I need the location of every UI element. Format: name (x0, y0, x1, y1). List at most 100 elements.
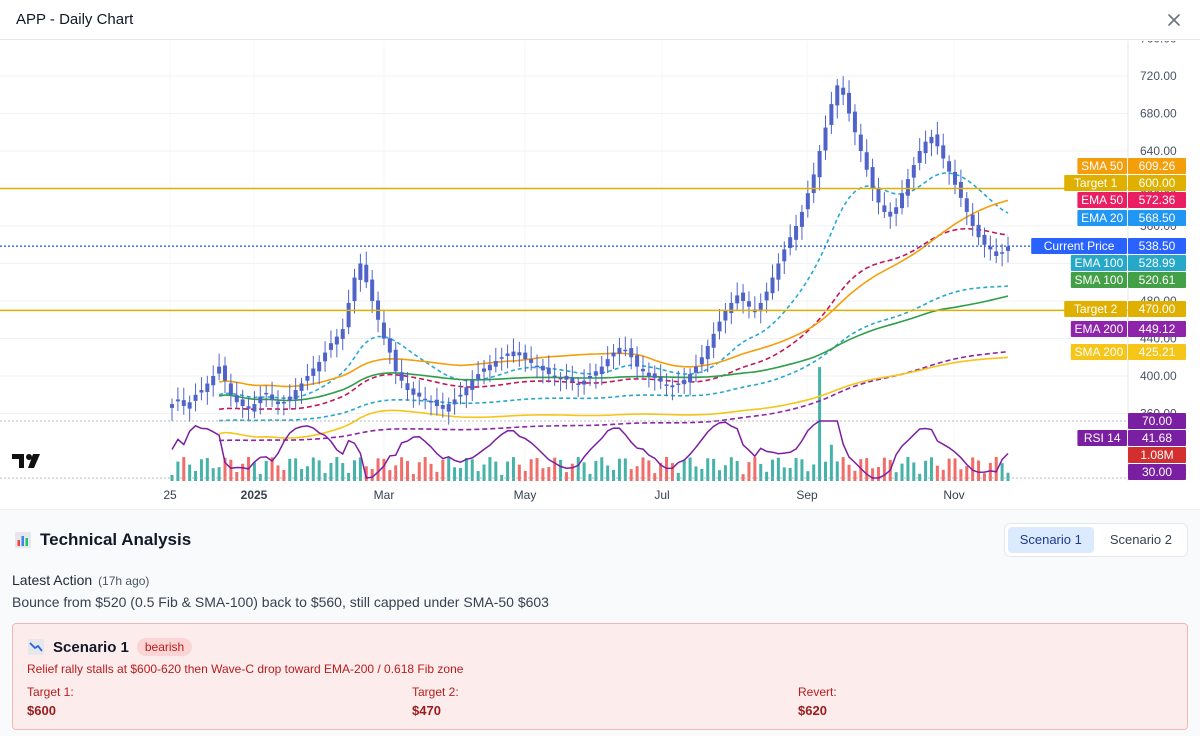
volume-label[interactable]: 1.08M (1128, 447, 1186, 463)
candle-body (529, 359, 534, 363)
label-ema-20-name-bg (1077, 210, 1127, 226)
volume-bar (900, 463, 904, 481)
candle-body (464, 387, 469, 396)
candle-body (570, 378, 575, 382)
label-ema-50[interactable]: EMA 50 572.36 (1077, 192, 1186, 208)
candle-body (346, 302, 351, 328)
label-target-1-name: Target 1 (1074, 176, 1118, 190)
candle-body (617, 347, 622, 354)
candle-body (358, 263, 363, 280)
chart-canvas[interactable]: 760.00720.00680.00640.00600.00560.00520.… (0, 41, 1200, 509)
candle-body (693, 366, 698, 373)
close-button[interactable] (1164, 10, 1184, 30)
volume-bar (729, 457, 733, 481)
volume-bar (264, 460, 268, 481)
volume-bar (659, 462, 663, 481)
rsi-upper-label[interactable]: 70.00 (1128, 413, 1186, 429)
volume-bar (941, 469, 945, 481)
volume-bar (847, 464, 851, 481)
volume-bar (388, 470, 392, 481)
tab-scenario-1[interactable]: Scenario 1 (1007, 527, 1094, 553)
scenario-title: Scenario 1 (53, 638, 129, 656)
volume-bar (706, 458, 710, 481)
candle-body (582, 380, 587, 385)
candle-body (470, 380, 475, 390)
label-sma-50-name-bg (1077, 158, 1127, 174)
candle-body (482, 368, 487, 372)
candle-body (311, 368, 316, 376)
candle-body (564, 375, 569, 380)
candle-body (352, 277, 357, 302)
candle-body (635, 355, 640, 367)
candle-body (328, 343, 333, 350)
candle-body (458, 394, 463, 397)
volume-bar (417, 462, 421, 481)
label-sma-100[interactable]: SMA 100 520.61 (1070, 272, 1186, 288)
volume-bar (553, 457, 557, 481)
label-sma-50-value: 609.26 (1139, 159, 1176, 173)
candle-body (588, 376, 592, 378)
volume-bar (818, 367, 822, 481)
volume-bar (447, 457, 451, 481)
volume-bar (517, 464, 521, 481)
volume-bar (894, 472, 898, 481)
window-title: APP - Daily Chart (16, 11, 134, 28)
volume-bar (300, 469, 304, 481)
window-titlebar: APP - Daily Chart (0, 0, 1200, 40)
tab-scenario-2[interactable]: Scenario 2 (1109, 532, 1172, 547)
volume-bar (865, 458, 869, 481)
candle-body (699, 357, 704, 365)
candle-body (246, 406, 251, 409)
label-ema-200[interactable]: EMA 200 449.12 (1070, 321, 1186, 337)
volume-bar (747, 462, 751, 481)
volume-bar (323, 473, 327, 481)
volume-bar (924, 460, 928, 481)
volume-bar (918, 473, 922, 481)
volume-bar (694, 466, 698, 481)
price-chart[interactable]: 760.00720.00680.00640.00600.00560.00520.… (0, 41, 1200, 509)
volume-bar (829, 444, 833, 481)
candle-body (688, 374, 693, 383)
label-target-2[interactable]: Target 2 470.00 (1064, 301, 1186, 317)
candle-body (434, 399, 439, 406)
rsi-value-label[interactable]: RSI 14 41.68 (1077, 430, 1186, 446)
volume-bar (812, 464, 816, 481)
volume-bar (977, 460, 981, 481)
candle-body (505, 353, 510, 356)
volume-bar (276, 465, 280, 481)
candle-body (947, 161, 952, 172)
volume-bar (988, 462, 992, 481)
time-tick-label: 2025 (241, 488, 268, 502)
volume-bar (841, 457, 845, 481)
volume-bar (441, 459, 445, 481)
label-ema-20[interactable]: EMA 20 568.50 (1077, 210, 1186, 226)
label-ema-100-value-bg (1128, 255, 1186, 271)
label-sma-100-value: 520.61 (1139, 273, 1176, 287)
volume-bar (494, 461, 498, 481)
label-current-price[interactable]: Current Price 538.50 (1031, 238, 1186, 254)
candle-body (711, 333, 716, 348)
candle-body (729, 302, 734, 314)
volume-bar (470, 459, 474, 481)
candle-body (876, 187, 881, 203)
volume-bar (629, 469, 633, 481)
label-target-1[interactable]: Target 1 600.00 (1064, 175, 1186, 191)
sma100-line (218, 295, 1009, 402)
rsi-lower-label[interactable]: 30.00 (1128, 464, 1186, 480)
volume-bar (823, 461, 827, 481)
tradingview-logo-icon (12, 454, 40, 468)
volume-bar (270, 457, 274, 481)
candle-body (440, 405, 445, 409)
label-ema-50-name: EMA 50 (1081, 193, 1123, 207)
volume-bar (241, 463, 245, 481)
rsi-value-label-name: RSI 14 (1084, 431, 1121, 445)
label-sma-200[interactable]: SMA 200 425.21 (1070, 344, 1186, 360)
candle-body (1006, 246, 1010, 251)
label-ema-100[interactable]: EMA 100 528.99 (1070, 255, 1186, 271)
target2-block: Target 2: $470 (412, 685, 459, 718)
candle-body (911, 165, 916, 178)
volume-bar (582, 462, 586, 481)
candle-body (299, 383, 304, 391)
label-sma-50[interactable]: SMA 50 609.26 (1077, 158, 1186, 174)
label-current-price-value-bg (1128, 238, 1186, 254)
